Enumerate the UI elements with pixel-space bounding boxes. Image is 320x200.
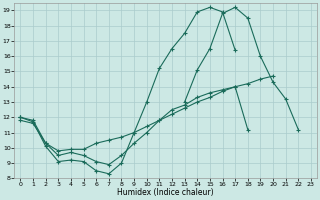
X-axis label: Humidex (Indice chaleur): Humidex (Indice chaleur)	[117, 188, 214, 197]
